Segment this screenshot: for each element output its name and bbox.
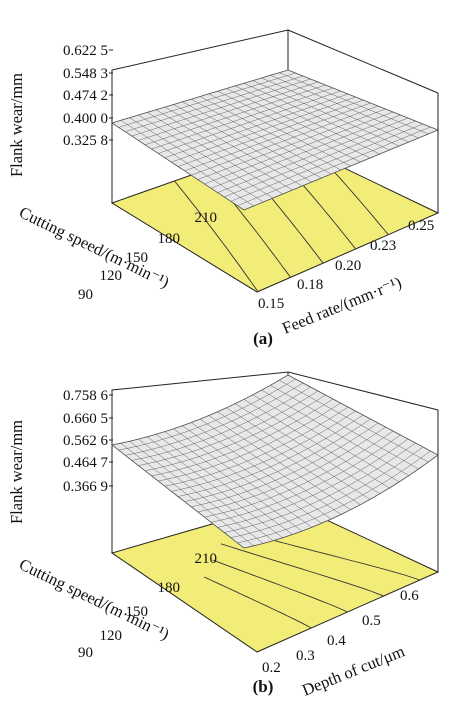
contour-line — [212, 559, 348, 613]
y-tick-label: 120 — [100, 268, 123, 284]
x-tick-label: 0.20 — [335, 258, 361, 274]
panel-b: 0.758 6 0.660 5 0.562 6 0.464 7 0.366 9 210 18… — [7, 371, 440, 700]
panel-label: (b) — [253, 677, 274, 696]
y-tick-label: 90 — [78, 287, 93, 303]
surface-grid-line — [226, 407, 371, 500]
y-tick-label: 90 — [78, 645, 93, 661]
z-tick-label: 0.400 0 — [63, 111, 108, 127]
surface-grid-line — [151, 398, 334, 477]
surface-grid-line — [144, 84, 326, 146]
z-axis-title: Flank wear/mm — [7, 420, 26, 524]
x-tick-label: 0.5 — [362, 613, 381, 629]
x-tick-label: 0.23 — [370, 238, 396, 254]
surface-grid-line — [171, 96, 356, 163]
surface-grid-line — [252, 394, 400, 483]
surface-grid-line — [111, 374, 289, 446]
y-tick-label: 210 — [195, 551, 218, 567]
surface-grid-line — [270, 385, 419, 470]
surface-grid-line — [131, 386, 311, 461]
surface-grid-line — [164, 93, 349, 159]
y-tick-label: 180 — [158, 231, 181, 247]
surface-grid-line — [287, 69, 439, 131]
surface-grid-line — [252, 80, 400, 147]
surface-grid-line — [261, 389, 410, 476]
surface-grid-line — [118, 378, 296, 451]
surface-grid-line — [125, 75, 304, 132]
surface-grid-line — [111, 69, 289, 124]
z-tick-label: 0.660 5 — [63, 411, 108, 427]
x-tick-label: 0.15 — [258, 296, 284, 312]
y-tick-label: 210 — [195, 210, 218, 226]
z-tick-label: 0.325 8 — [63, 133, 108, 149]
y-tick-label: 120 — [100, 628, 123, 644]
surface-grid-line — [270, 75, 419, 139]
surface-grid-line — [177, 414, 364, 497]
surface-grid-line — [164, 406, 349, 487]
surface-grid-line — [261, 77, 409, 143]
surface-grid-line — [151, 87, 334, 150]
z-tick-label: 0.474 2 — [63, 88, 108, 104]
surface-grid-line — [158, 402, 341, 482]
surface-grid-line — [235, 403, 380, 494]
surface-grid-line — [138, 390, 319, 466]
z-tick-label: 0.758 6 — [63, 388, 109, 404]
surface-grid-line — [279, 72, 429, 135]
surface-grid-line — [171, 410, 356, 492]
surface-grid-line — [226, 88, 371, 159]
surface-grid-line — [279, 380, 429, 463]
surface-grid-line — [287, 374, 439, 456]
top-right-edge — [287, 371, 439, 411]
y-tick-label: 150 — [126, 604, 149, 620]
z-tick-label: 0.562 6 — [63, 433, 109, 449]
surface-grid-line — [217, 411, 361, 505]
surface-grid-line — [118, 72, 296, 128]
x-tick-label: 0.25 — [408, 218, 434, 234]
surface-grid-line — [177, 99, 364, 167]
surface-grid-line — [125, 382, 304, 456]
surface-grid-line — [138, 81, 319, 141]
surface-grid-line — [208, 415, 351, 510]
surface-grid-line — [158, 90, 341, 154]
x-tick-label: 0.3 — [296, 648, 315, 664]
top-right-edge — [287, 29, 439, 94]
y-tick-label: 150 — [126, 250, 149, 266]
z-tick-label: 0.548 3 — [63, 66, 108, 82]
x-tick-label: 0.4 — [327, 633, 346, 649]
surface-grid-line — [131, 78, 311, 137]
x-axis-title: Depth of cut/μm — [299, 641, 407, 699]
x-tick-label: 0.18 — [297, 277, 323, 293]
z-axis-title: Flank wear/mm — [7, 73, 26, 177]
z-tick-label: 0.622 5 — [63, 43, 108, 59]
z-tick-label: 0.464 7 — [63, 455, 109, 471]
contour-line — [204, 576, 312, 629]
z-tick-label: 0.366 9 — [63, 479, 108, 495]
panel-a: 0.622 5 0.548 3 0.474 2 0.400 0 0.325 8 210 18… — [7, 29, 440, 348]
surface-grid-line — [243, 399, 390, 489]
panel-label: (a) — [253, 329, 273, 348]
y-tick-label: 180 — [158, 580, 181, 596]
x-tick-label: 0.6 — [400, 588, 419, 604]
surface-grid-line — [243, 83, 390, 151]
contour-line — [220, 543, 384, 597]
surface-grid-line — [144, 394, 326, 472]
surface-grid-line — [217, 90, 361, 163]
contour-line — [174, 180, 259, 292]
surface-grid-line — [235, 85, 380, 155]
surface-grid-line — [208, 93, 351, 167]
x-tick-label: 0.2 — [262, 660, 281, 676]
